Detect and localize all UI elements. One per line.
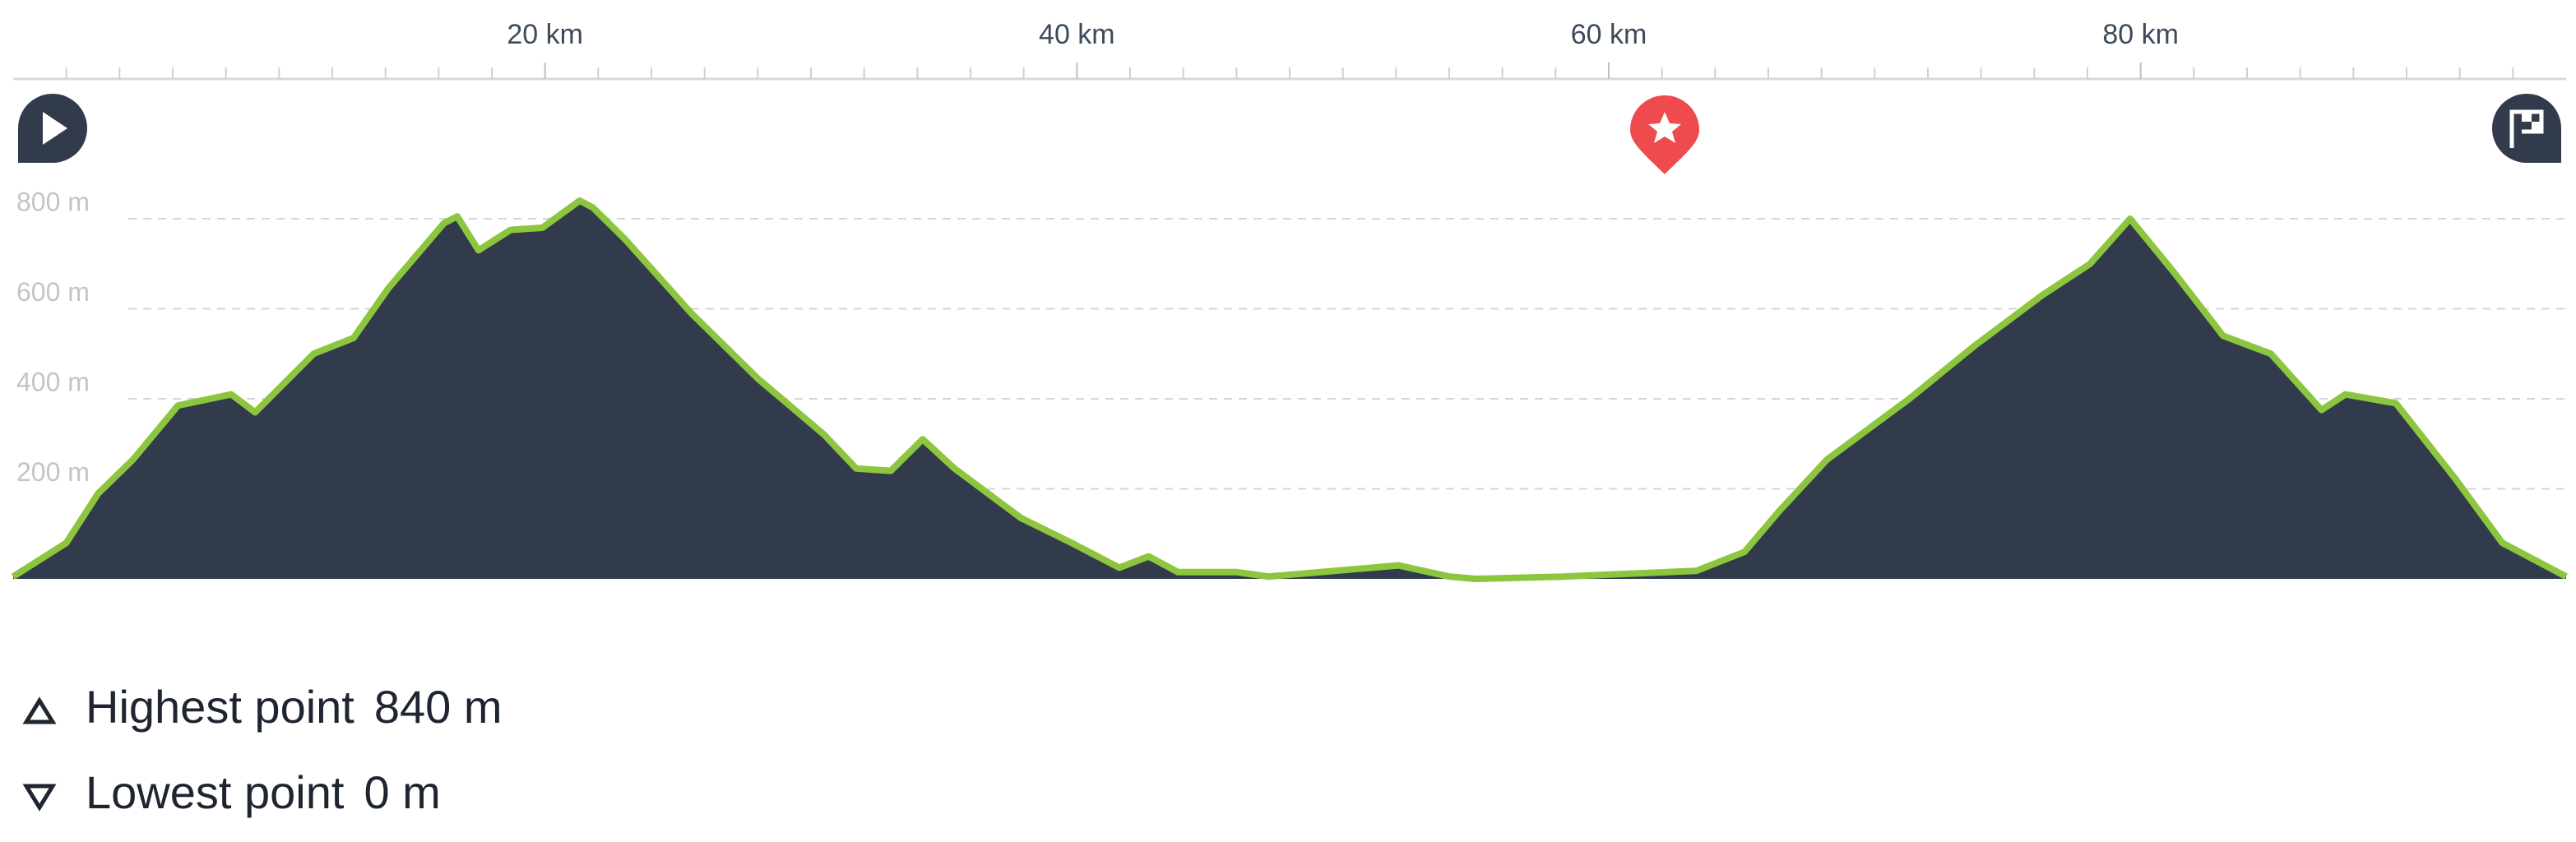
up-triangle bbox=[22, 696, 57, 724]
y-tick-label: 400 m bbox=[16, 367, 90, 396]
y-tick-label: 200 m bbox=[16, 457, 90, 487]
y-tick-label: 600 m bbox=[16, 277, 90, 307]
stats: Highest point 840 m Lowest point 0 m bbox=[22, 681, 503, 818]
start-icon[interactable] bbox=[18, 94, 87, 163]
finish-icon[interactable] bbox=[2492, 94, 2561, 163]
elevation-line bbox=[11, 197, 2568, 582]
stat-value: 0 m bbox=[364, 766, 440, 818]
x-tick-label: 40 km bbox=[1039, 19, 1115, 50]
down-triangle bbox=[22, 784, 57, 812]
elevation-area bbox=[13, 201, 2566, 579]
stat-value: 840 m bbox=[374, 681, 503, 733]
y-tick-label: 800 m bbox=[16, 187, 90, 216]
stat-label: Lowest point bbox=[86, 766, 345, 818]
x-tick-label: 80 km bbox=[2102, 19, 2179, 50]
x-tick-label: 60 km bbox=[1571, 19, 1647, 50]
highlight-marker[interactable] bbox=[1630, 95, 1699, 174]
stat-label: Highest point bbox=[86, 681, 354, 733]
x-tick-label: 20 km bbox=[507, 19, 583, 50]
